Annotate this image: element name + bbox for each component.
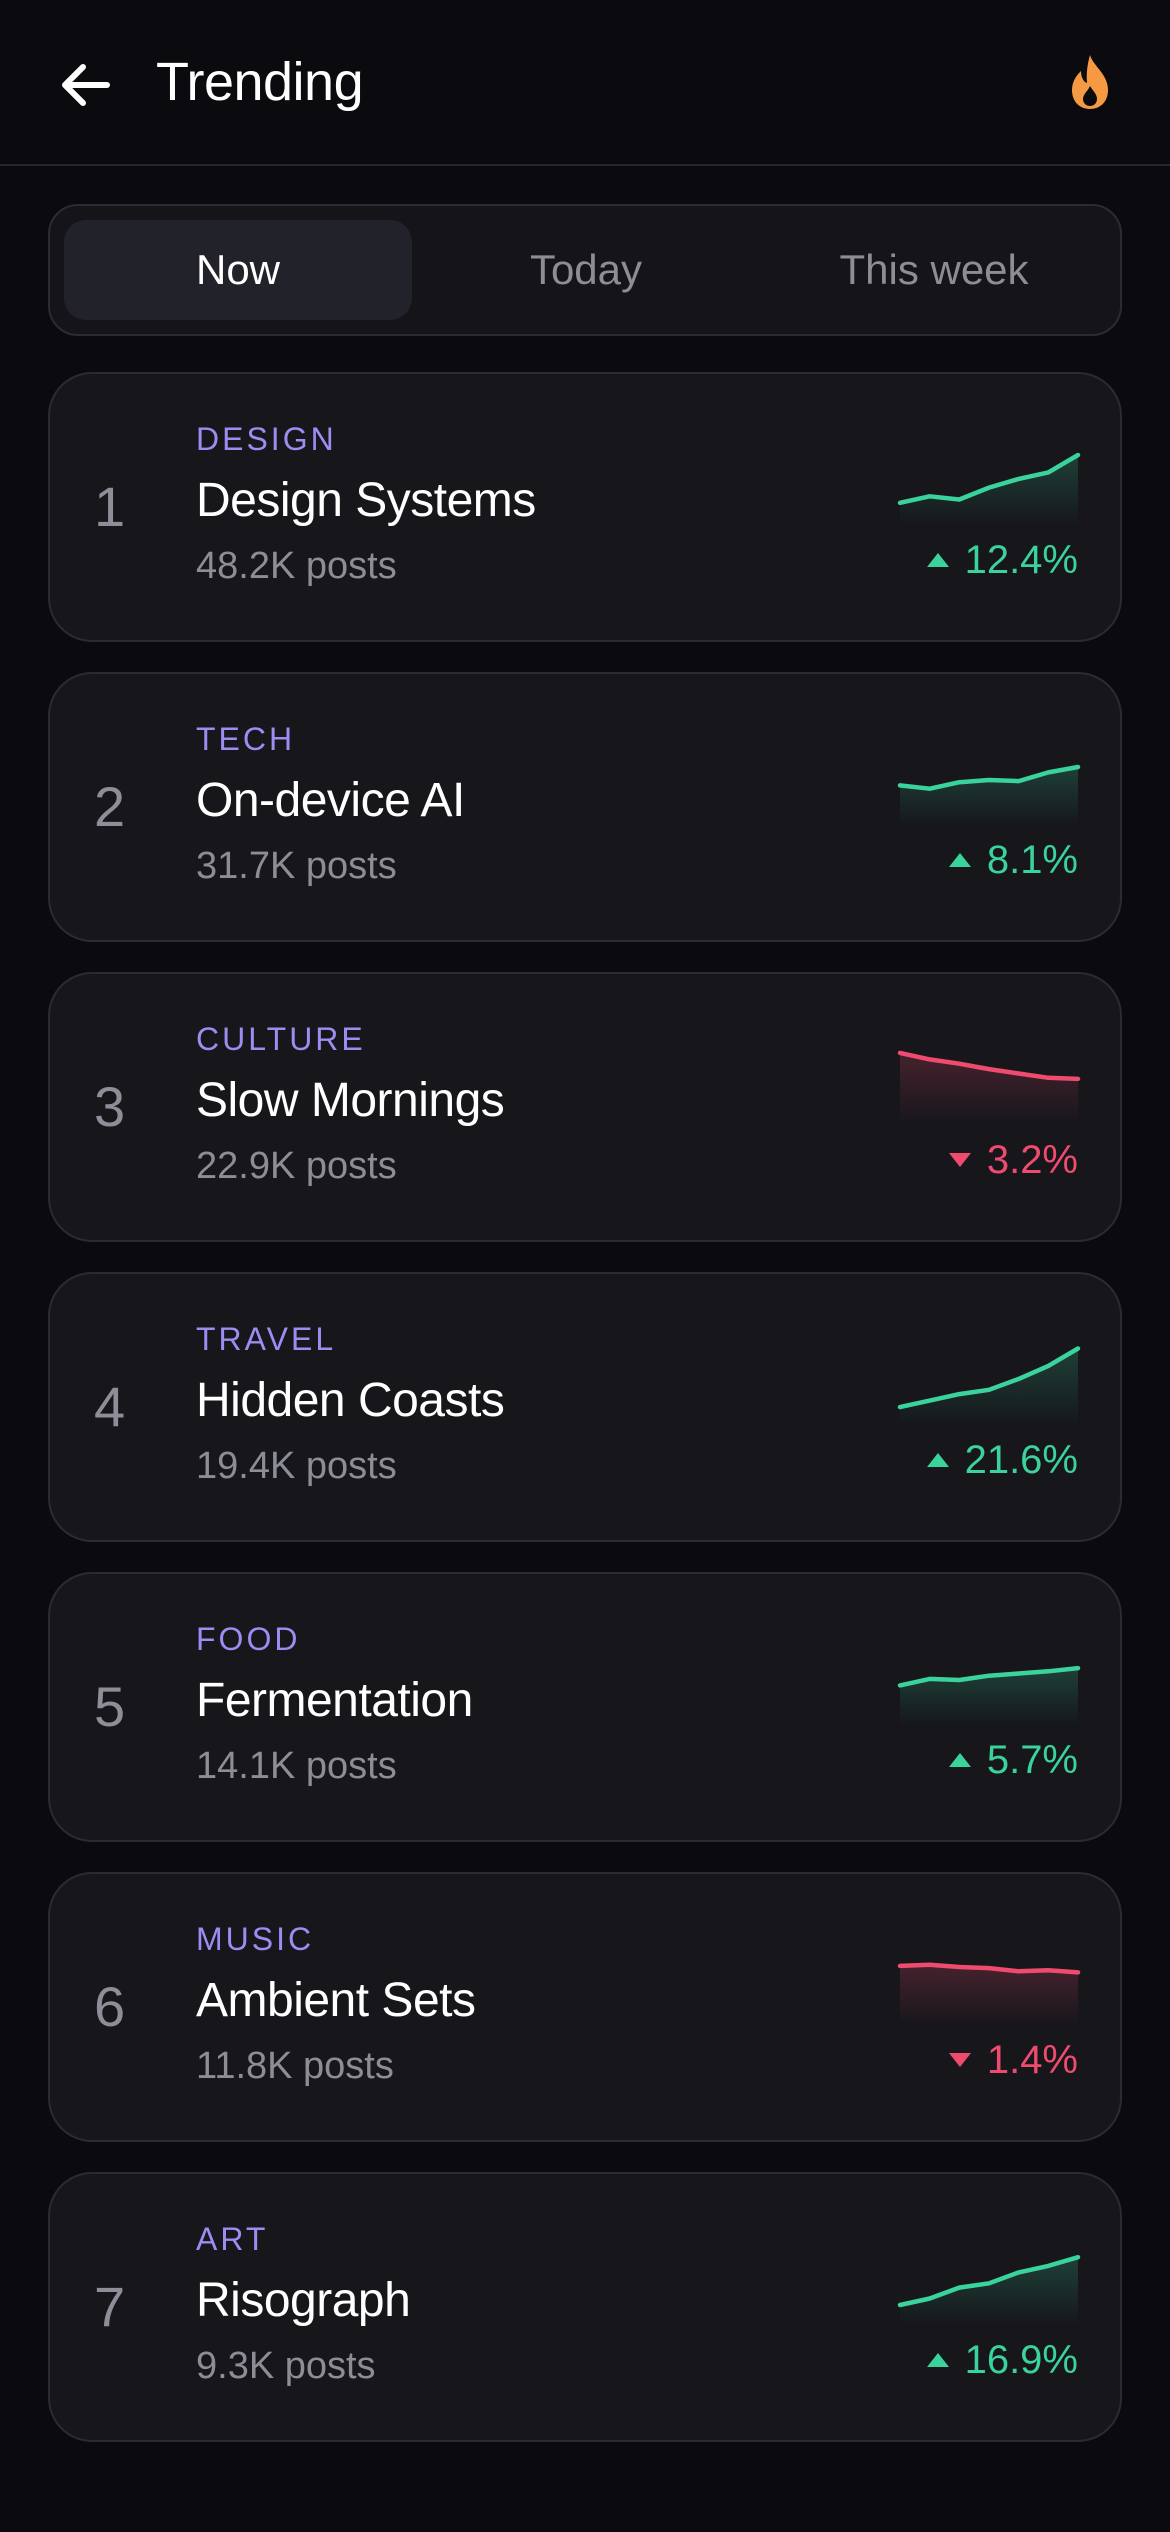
trend-sparkline bbox=[897, 452, 1081, 526]
trend-sparkline bbox=[897, 1962, 1081, 2026]
sparkline-area bbox=[900, 767, 1078, 826]
trend-category: DESIGN bbox=[196, 421, 337, 457]
trend-rank: 4 bbox=[94, 1375, 126, 1438]
trend-change-value: 8.1% bbox=[986, 838, 1078, 882]
trend-rank: 2 bbox=[94, 775, 126, 838]
trend-arrow-icon bbox=[926, 2353, 949, 2367]
trend-change: 21.6% bbox=[926, 1436, 1078, 1484]
trend-post-count: 11.8K posts bbox=[196, 2045, 394, 2087]
page-title: Trending bbox=[156, 52, 364, 112]
trend-title: On-device AI bbox=[196, 774, 465, 827]
trend-post-count: 19.4K posts bbox=[196, 1445, 397, 1487]
trend-rank: 1 bbox=[94, 475, 126, 538]
trend-change: 5.7% bbox=[948, 1736, 1078, 1784]
trending-fire-button[interactable] bbox=[1060, 50, 1120, 114]
sparkline-area bbox=[900, 2257, 1078, 2326]
app-header: Trending bbox=[0, 0, 1170, 166]
trend-title: Ambient Sets bbox=[196, 1974, 476, 2027]
trend-arrow-icon bbox=[948, 1153, 971, 1167]
sparkline-line bbox=[897, 1050, 1081, 1082]
trend-sparkline bbox=[897, 1346, 1081, 1426]
trend-arrow-icon bbox=[948, 1753, 971, 1767]
trend-arrow-icon bbox=[926, 553, 949, 567]
trend-sparkline bbox=[897, 1050, 1081, 1126]
trend-category: FOOD bbox=[196, 1621, 301, 1657]
trend-card[interactable]: 5 FOOD Fermentation 14.1K posts 5.7% bbox=[48, 1572, 1122, 1842]
trend-category: TECH bbox=[196, 721, 296, 757]
trend-rank: 7 bbox=[94, 2275, 126, 2338]
trend-change: 16.9% bbox=[926, 2336, 1078, 2384]
trend-change-value: 1.4% bbox=[986, 2038, 1078, 2082]
trend-rank: 6 bbox=[94, 1975, 126, 2038]
back-button[interactable] bbox=[50, 50, 120, 120]
sparkline-area bbox=[900, 1964, 1078, 2026]
trend-rank: 5 bbox=[94, 1675, 126, 1738]
trend-change: 3.2% bbox=[948, 1136, 1078, 1184]
trend-category: MUSIC bbox=[196, 1921, 315, 1957]
trend-arrow-icon bbox=[948, 2053, 971, 2067]
trend-sparkline bbox=[897, 1665, 1081, 1726]
trend-title: Hidden Coasts bbox=[196, 1374, 505, 1427]
sparkline-line bbox=[897, 452, 1081, 506]
trend-post-count: 9.3K posts bbox=[196, 2345, 376, 2387]
trend-change: 12.4% bbox=[926, 536, 1078, 584]
trend-title: Fermentation bbox=[196, 1674, 473, 1727]
trend-category: TRAVEL bbox=[196, 1321, 337, 1357]
tab-now[interactable]: Now bbox=[64, 220, 412, 320]
sparkline-area bbox=[900, 1348, 1078, 1426]
trend-arrow-icon bbox=[948, 853, 971, 867]
trend-post-count: 14.1K posts bbox=[196, 1745, 397, 1787]
trend-category: ART bbox=[196, 2221, 269, 2257]
trend-arrow-icon bbox=[926, 1453, 949, 1467]
trend-post-count: 31.7K posts bbox=[196, 845, 397, 887]
sparkline-area bbox=[900, 455, 1078, 526]
tab-this-week[interactable]: This week bbox=[839, 246, 1029, 293]
trend-change: 8.1% bbox=[948, 836, 1078, 884]
trend-title: Design Systems bbox=[196, 474, 536, 527]
sparkline-line bbox=[897, 2254, 1081, 2308]
sparkline-line bbox=[897, 1962, 1081, 1975]
sparkline-area bbox=[900, 1668, 1078, 1726]
arrow-left-icon bbox=[62, 64, 110, 106]
sparkline-line bbox=[897, 764, 1081, 791]
trend-change-value: 16.9% bbox=[964, 2338, 1078, 2382]
sparkline-area bbox=[900, 1052, 1078, 1126]
trend-change-value: 5.7% bbox=[986, 1738, 1078, 1782]
sparkline-line bbox=[897, 1346, 1081, 1410]
trend-card[interactable]: 1 DESIGN Design Systems 48.2K posts 12.4… bbox=[48, 372, 1122, 642]
trend-change-value: 3.2% bbox=[986, 1138, 1078, 1182]
trend-card[interactable]: 6 MUSIC Ambient Sets 11.8K posts 1.4% bbox=[48, 1872, 1122, 2142]
trend-category: CULTURE bbox=[196, 1021, 366, 1057]
trend-sparkline bbox=[897, 764, 1081, 826]
trend-post-count: 22.9K posts bbox=[196, 1145, 397, 1187]
sparkline-line bbox=[897, 1665, 1081, 1688]
tab-today[interactable]: Today bbox=[529, 246, 643, 293]
trend-change-value: 21.6% bbox=[964, 1438, 1078, 1482]
trend-title: Slow Mornings bbox=[196, 1074, 505, 1127]
flame-icon bbox=[1072, 55, 1108, 109]
trend-rank: 3 bbox=[94, 1075, 126, 1138]
trend-title: Risograph bbox=[196, 2274, 411, 2327]
time-range-tabs: Now Today This week bbox=[48, 204, 1122, 336]
trend-card[interactable]: 4 TRAVEL Hidden Coasts 19.4K posts 21.6% bbox=[48, 1272, 1122, 1542]
trend-post-count: 48.2K posts bbox=[196, 545, 397, 587]
trend-card[interactable]: 2 TECH On-device AI 31.7K posts 8.1% bbox=[48, 672, 1122, 942]
trend-change: 1.4% bbox=[948, 2036, 1078, 2084]
trend-card[interactable]: 3 CULTURE Slow Mornings 22.9K posts 3.2% bbox=[48, 972, 1122, 1242]
trend-card[interactable]: 7 ART Risograph 9.3K posts 16.9% bbox=[48, 2172, 1122, 2442]
trend-sparkline bbox=[897, 2254, 1081, 2326]
trend-change-value: 12.4% bbox=[964, 538, 1078, 582]
